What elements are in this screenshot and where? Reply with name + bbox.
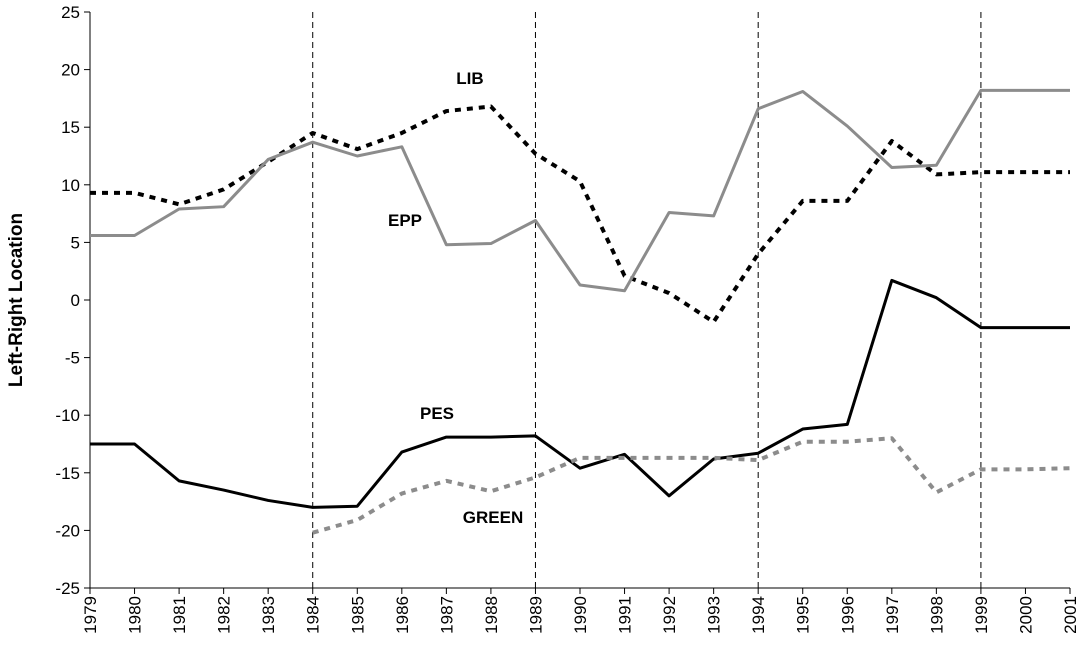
x-tick-label: 1984: [304, 596, 323, 634]
x-tick-label: 2000: [1016, 596, 1035, 634]
x-tick-label: 1996: [838, 596, 857, 634]
series-line: [312, 436, 1071, 535]
y-tick-label: -25: [55, 579, 80, 598]
x-tick-label: 1995: [794, 596, 813, 634]
y-tick-label: 25: [61, 3, 80, 22]
y-tick-label: -20: [55, 521, 80, 540]
x-tick-label: 1998: [927, 596, 946, 634]
y-tick-label: 10: [61, 176, 80, 195]
x-tick-label: 1982: [215, 596, 234, 634]
series-label: EPP: [388, 211, 422, 230]
x-tick-label: 1997: [883, 596, 902, 634]
x-tick-label: 1983: [259, 596, 278, 634]
x-tick-label: 1985: [348, 596, 367, 634]
x-tick-label: 1981: [170, 596, 189, 634]
x-tick-label: 1999: [972, 596, 991, 634]
x-tick-label: 1991: [616, 596, 635, 634]
x-tick-label: 1990: [571, 596, 590, 634]
series-line: [90, 104, 1070, 324]
x-tick-label: 2001: [1061, 596, 1080, 634]
x-tick-label: 1980: [126, 596, 145, 634]
series-label: PES: [420, 404, 454, 423]
y-tick-label: -10: [55, 406, 80, 425]
series-label: GREEN: [463, 508, 523, 527]
x-tick-label: 1992: [660, 596, 679, 634]
x-tick-label: 1993: [705, 596, 724, 634]
series-line: [90, 88, 1070, 293]
y-tick-label: 15: [61, 118, 80, 137]
x-tick-label: 1986: [393, 596, 412, 634]
x-tick-label: 1989: [526, 596, 545, 634]
y-tick-label: 0: [71, 291, 80, 310]
y-tick-label: 5: [71, 233, 80, 252]
y-tick-label: 20: [61, 61, 80, 80]
series-line: [90, 278, 1070, 509]
y-axis-label: Left-Right Location: [6, 213, 27, 387]
x-tick-label: 1979: [81, 596, 100, 634]
series-label: LIB: [456, 69, 483, 88]
x-tick-label: 1987: [437, 596, 456, 634]
x-tick-label: 1994: [749, 596, 768, 634]
y-tick-label: -5: [65, 349, 80, 368]
y-tick-label: -15: [55, 464, 80, 483]
x-tick-label: 1988: [482, 596, 501, 634]
